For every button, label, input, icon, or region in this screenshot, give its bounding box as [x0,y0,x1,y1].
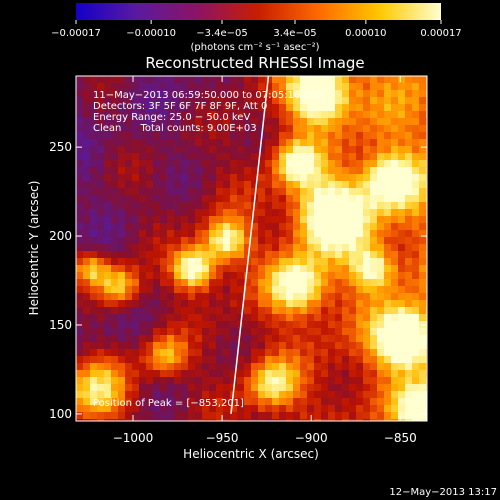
colorbar-tick-label: 3.4e−05 [273,28,316,39]
x-tick-label: −950 [206,431,239,445]
colorbar-tick-label: 0.00017 [420,28,461,39]
colorbar-tick-label: −0.00010 [126,28,176,39]
peak-position-label: Position of Peak = [−853,201] [93,398,244,409]
y-tick-label: 200 [49,229,72,243]
chart-title: Reconstructed RHESSI Image [145,54,364,72]
x-tick-label: −900 [295,431,328,445]
colorbar-tick-label: −0.00017 [51,28,101,39]
x-tick-label: −1000 [113,431,154,445]
y-tick-label: 100 [49,407,72,421]
solar-limb-line [230,76,270,414]
footer-timestamp: 12−May−2013 13:17 [389,487,497,498]
x-tick-label: −850 [384,431,417,445]
annotation-energy-range: Energy Range: 25.0 − 50.0 keV [93,112,250,123]
heatmap-image [76,76,427,421]
x-axis-label: Heliocentric X (arcsec) [183,447,319,461]
colorbar-units-label: (photons cm⁻² s⁻¹ asec⁻²) [190,42,319,53]
annotation-clean-counts: Clean Total counts: 9.00E+03 [93,123,257,134]
colorbar-tick-label: 0.00010 [345,28,386,39]
y-axis-label: Heliocentric Y (arcsec) [27,181,41,316]
annotation-time-range: 11−May−2013 06:59:50.000 to 07:05:16.000 [93,90,323,101]
y-tick-label: 250 [49,140,72,154]
colorbar [76,3,441,20]
y-tick-label: 150 [49,318,72,332]
plot-frame [75,75,428,422]
colorbar-tick-label: −3.4e−05 [196,28,248,39]
annotation-detectors: Detectors: 3F 5F 6F 7F 8F 9F, Att 0 [93,101,267,112]
